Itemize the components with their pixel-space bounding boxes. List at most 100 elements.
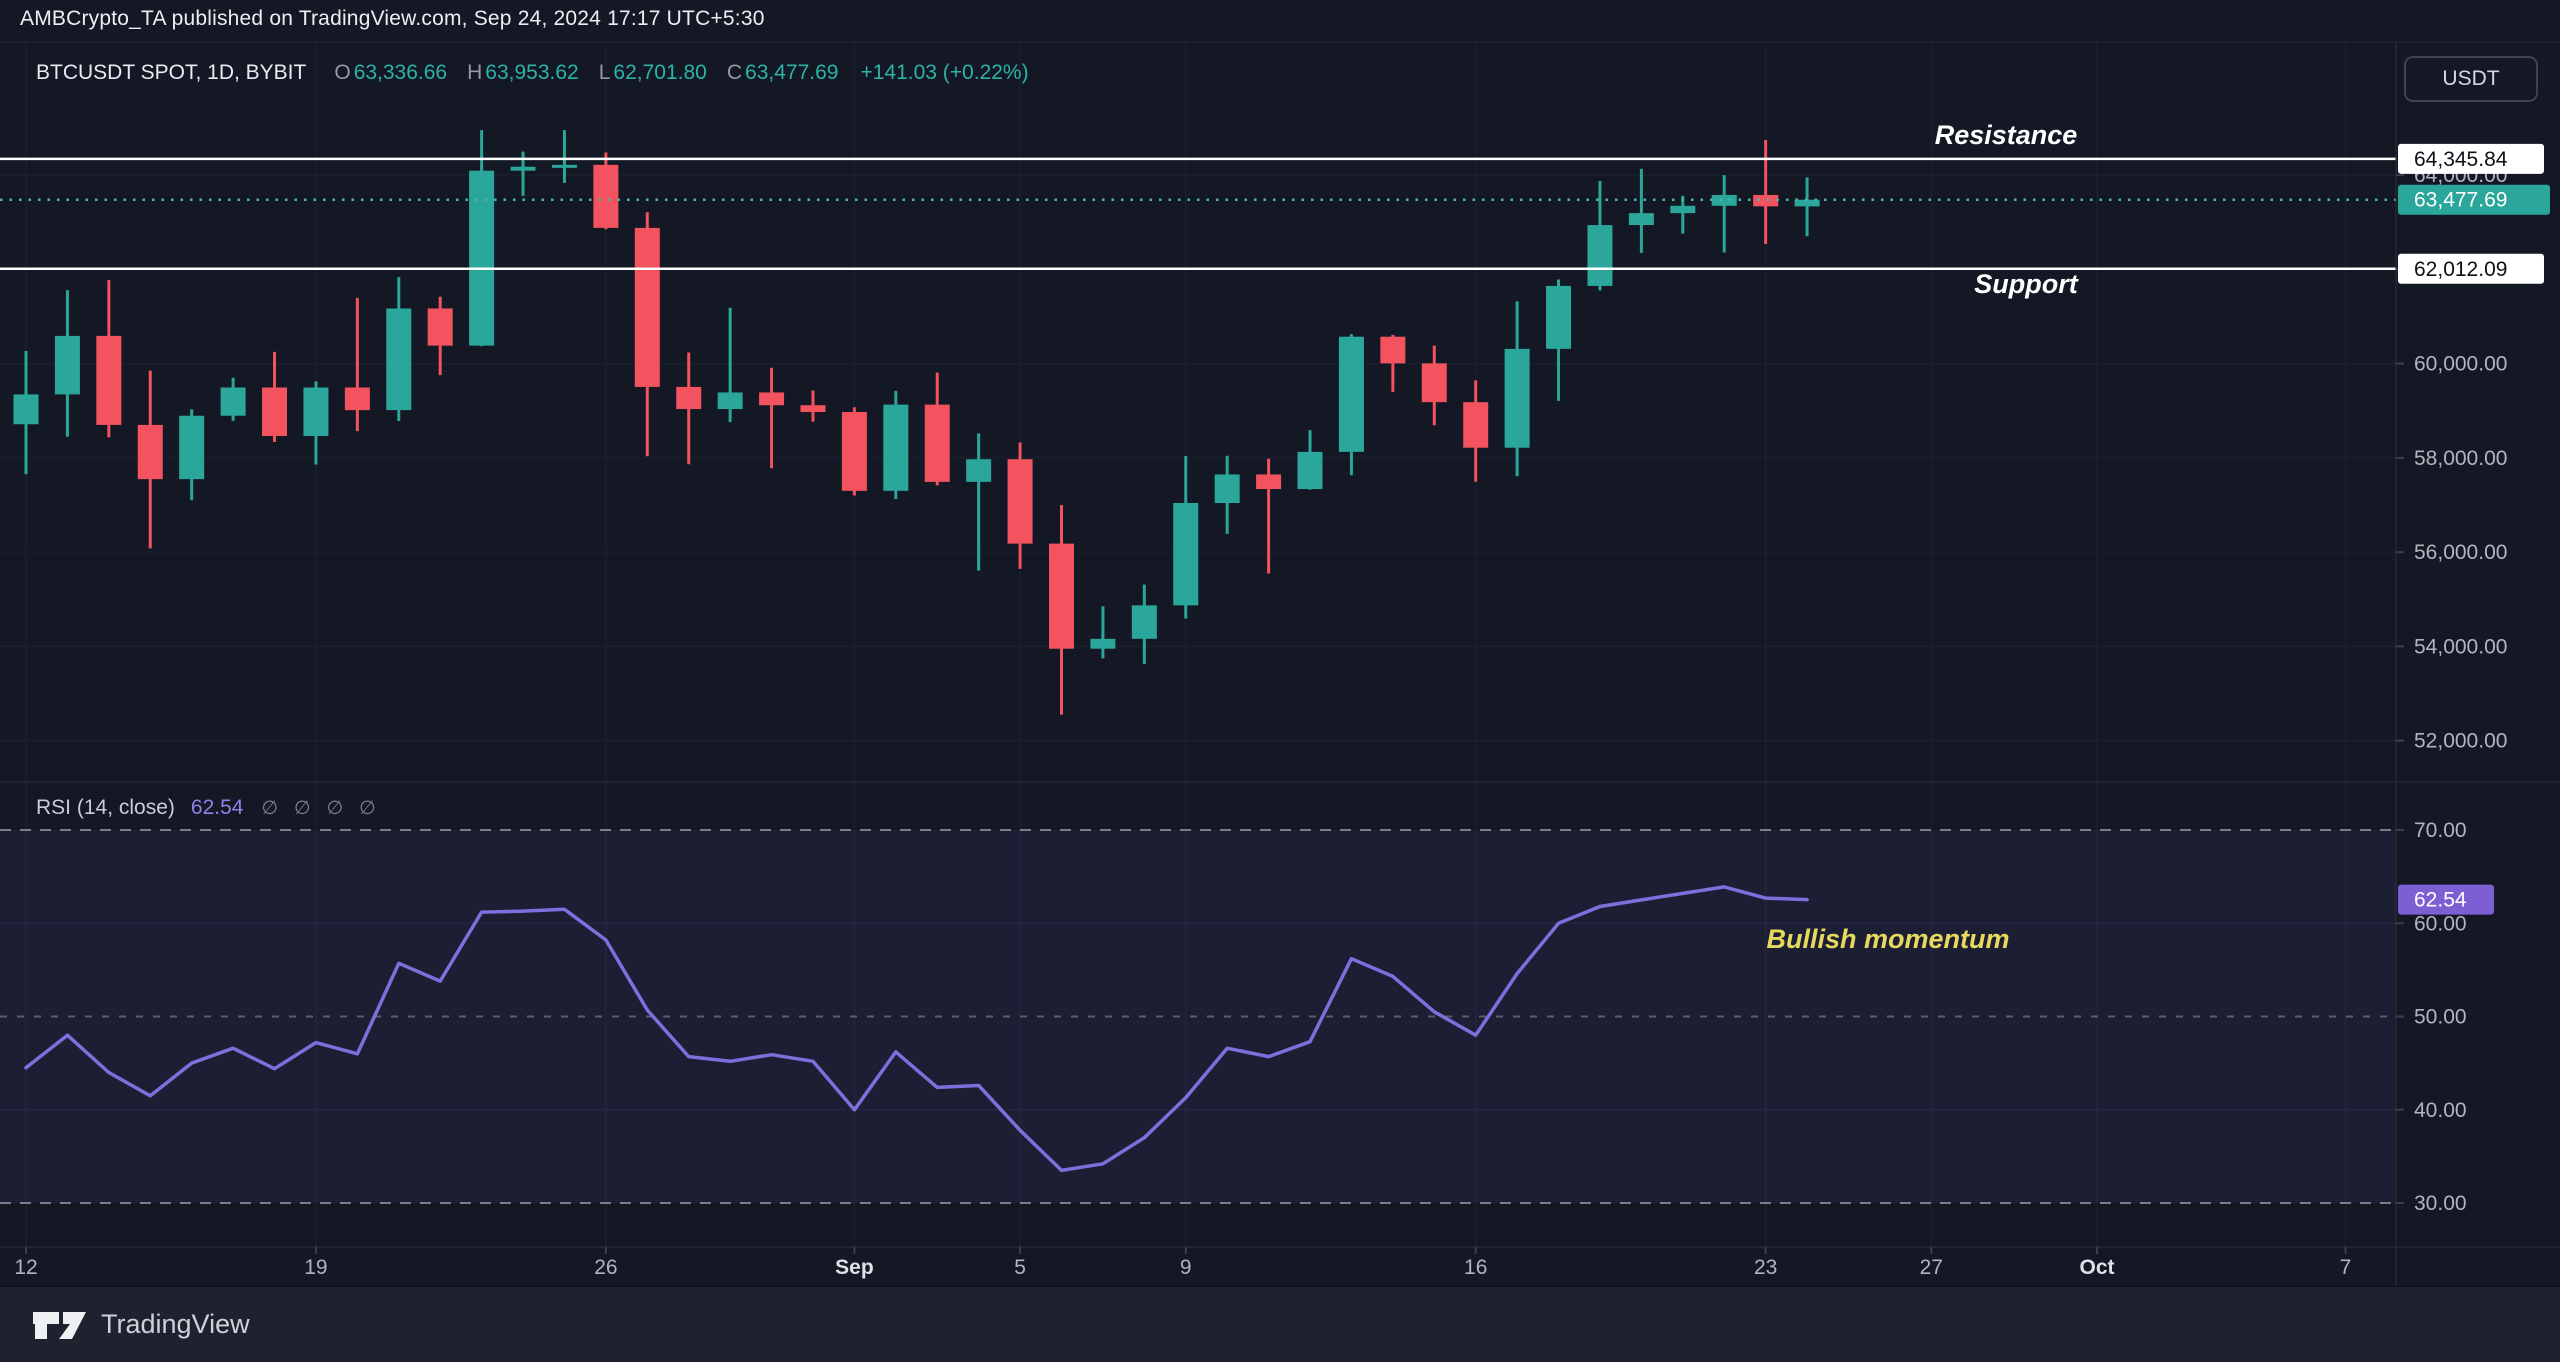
- rsi-indicator-legend: RSI (14, close) 62.54 ∅ ∅ ∅ ∅: [36, 796, 376, 820]
- resistance-price-label-text: 64,345.84: [2414, 148, 2508, 171]
- candle-body: [593, 164, 619, 228]
- attribution-text: AMBCrypto_TA published on TradingView.co…: [20, 7, 765, 30]
- candle-body: [54, 335, 80, 395]
- rsi-indicator-value: 62.54: [190, 796, 244, 819]
- candle-body: [1173, 503, 1199, 606]
- candle-body: [551, 164, 577, 168]
- rsi-axis-label: 50.00: [2414, 1006, 2467, 1029]
- candle-body: [1338, 336, 1364, 452]
- candle-body: [1421, 363, 1447, 403]
- time-axis-label: Sep: [835, 1256, 874, 1279]
- ohlc-low-key: L: [598, 61, 611, 84]
- ohlc-open-value: 63,336.66: [353, 61, 448, 84]
- time-axis-label: Oct: [2079, 1256, 2114, 1279]
- candle-body: [634, 227, 660, 387]
- candle-body: [386, 308, 412, 411]
- currency-toggle-button[interactable]: USDT: [2404, 56, 2538, 102]
- rsi-axis-label: 60.00: [2414, 912, 2467, 935]
- support-price-label-box: [2398, 253, 2544, 284]
- empty-set-icon: ∅: [359, 797, 376, 819]
- candle-body: [262, 387, 288, 436]
- time-axis-label: 5: [1014, 1256, 1026, 1279]
- candle-body: [1090, 638, 1116, 649]
- time-axis-label: 7: [2340, 1256, 2352, 1279]
- candle-body: [1753, 194, 1779, 207]
- time-axis-label: 12: [14, 1256, 37, 1279]
- price-change: +141.03 (+0.22%): [860, 61, 1029, 84]
- candle-body: [1131, 605, 1157, 639]
- candle-body: [676, 386, 702, 410]
- support-price-label-text: 62,012.09: [2414, 258, 2507, 281]
- candle-body: [1214, 474, 1240, 503]
- last-price-label-box: [2398, 184, 2550, 215]
- rsi-value-label-box: [2398, 884, 2494, 915]
- ohlc-open: O 63,336.66: [334, 61, 447, 85]
- candle-body: [510, 166, 536, 171]
- time-axis-label: 26: [594, 1256, 617, 1279]
- candle-body: [883, 404, 909, 491]
- empty-set-icon: ∅: [326, 797, 344, 819]
- candle-body: [220, 387, 246, 416]
- last-price-label-text: 63,477.69: [2414, 189, 2507, 212]
- resistance-price-label-box: [2398, 143, 2544, 174]
- rsi-band-fill: [0, 830, 2396, 1203]
- candle-body: [13, 394, 39, 425]
- bullish-momentum-annotation: Bullish momentum: [1766, 924, 2009, 954]
- ohlc-close-key: C: [726, 61, 743, 84]
- ohlc-high-key: H: [467, 61, 483, 84]
- candle-body: [469, 170, 495, 346]
- candle-body: [303, 387, 329, 436]
- candle-body: [137, 424, 163, 480]
- candle-body: [427, 308, 453, 346]
- candle-body: [96, 335, 122, 425]
- footer-brand-bar: TradingView: [0, 1286, 2560, 1362]
- candle-body: [800, 405, 826, 413]
- ohlc-low: L 62,701.80: [599, 61, 707, 85]
- rsi-flags: ∅ ∅ ∅ ∅: [261, 797, 375, 820]
- rsi-axis-label: 30.00: [2414, 1192, 2467, 1215]
- candle-body: [1007, 459, 1033, 544]
- candle-body: [1463, 402, 1489, 448]
- ohlc-high-value: 63,953.62: [485, 61, 579, 84]
- tradingview-logo-icon: [33, 1311, 86, 1339]
- candle-body: [1670, 205, 1696, 214]
- price-axis-label: 54,000.00: [2414, 635, 2507, 658]
- time-axis-label: 16: [1464, 1256, 1487, 1279]
- resistance-annotation: Resistance: [1935, 120, 2078, 150]
- candle-body: [179, 415, 205, 480]
- candle-body: [1504, 348, 1530, 448]
- rsi-value-label-text: 62.54: [2414, 889, 2467, 912]
- candle-body: [966, 459, 992, 482]
- tradingview-brand-text: TradingView: [101, 1309, 250, 1339]
- price-axis-label: 60,000.00: [2414, 353, 2507, 376]
- candle-body: [841, 412, 867, 491]
- time-axis-label: 9: [1180, 1256, 1192, 1279]
- candle-body: [924, 404, 950, 482]
- candle-body: [1587, 225, 1613, 286]
- candle-body: [1546, 285, 1572, 349]
- symbol-title: BTCUSDT SPOT, 1D, BYBIT: [36, 61, 307, 84]
- candle-body: [1711, 194, 1737, 206]
- time-axis-label: 19: [304, 1256, 327, 1279]
- ohlc-open-key: O: [334, 61, 351, 84]
- time-axis-label: 23: [1754, 1256, 1777, 1279]
- empty-set-icon: ∅: [294, 797, 311, 819]
- ohlc-low-value: 62,701.80: [613, 61, 707, 84]
- rsi-line: [24, 885, 1809, 1173]
- candle-body: [344, 387, 370, 411]
- price-axis-label: 56,000.00: [2414, 541, 2507, 564]
- time-axis-label: 27: [1920, 1256, 1943, 1279]
- empty-set-icon: ∅: [261, 797, 279, 819]
- rsi-axis-label: 70.00: [2414, 819, 2467, 842]
- price-axis-label: 58,000.00: [2414, 447, 2507, 470]
- candle-body: [1256, 474, 1282, 490]
- ohlc-close: C 63,477.69: [727, 61, 839, 85]
- support-annotation: Support: [1974, 269, 2078, 299]
- candle-body: [1628, 213, 1654, 226]
- candle-body: [717, 392, 743, 410]
- ohlc-close-value: 63,477.69: [745, 61, 839, 84]
- rsi-axis-label: 40.00: [2414, 1099, 2467, 1122]
- candle-body: [1794, 199, 1820, 207]
- candle-body: [1049, 543, 1074, 649]
